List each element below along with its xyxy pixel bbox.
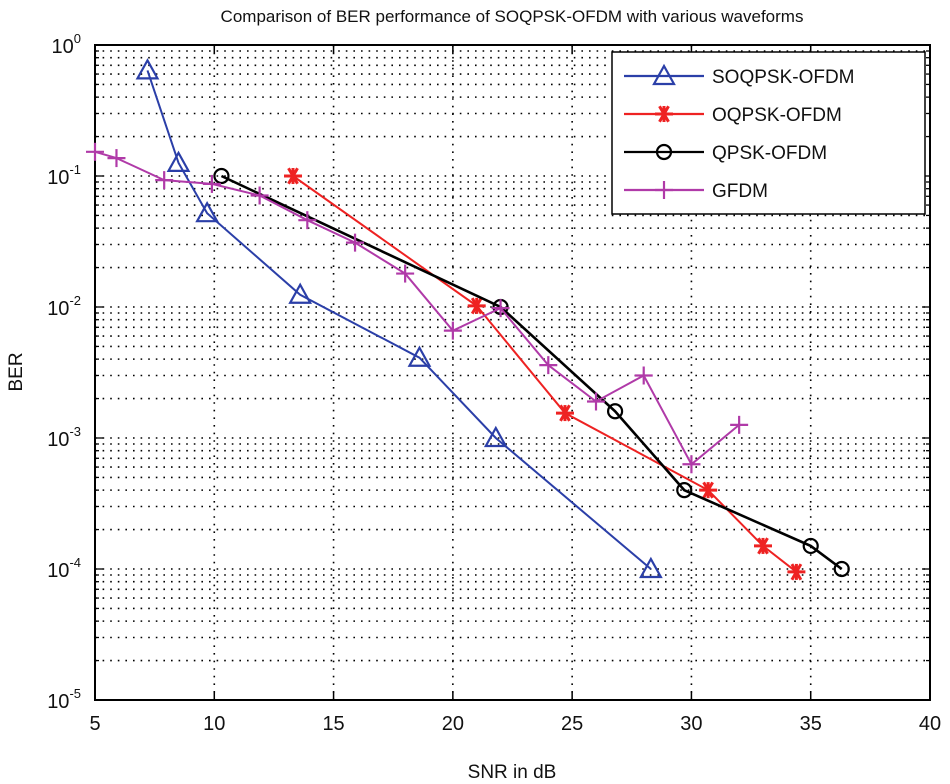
plus-marker	[202, 174, 221, 193]
x-tick-label: 30	[680, 713, 702, 735]
plus-marker	[298, 211, 317, 230]
triangle-marker-shape	[483, 425, 508, 448]
series-line	[146, 70, 652, 570]
x-tick-label: 35	[800, 713, 822, 735]
triangle-marker	[195, 200, 219, 223]
x-axis-label: SNR in dB	[468, 762, 557, 783]
asterisk-marker	[467, 297, 486, 315]
plus-marker	[86, 142, 104, 161]
plus-marker	[539, 356, 558, 375]
triangle-marker-shape	[652, 63, 676, 86]
asterisk-marker	[555, 404, 574, 422]
triangle-marker-shape	[166, 150, 191, 172]
series-gfdm	[86, 142, 749, 474]
y-tick-base: 10	[47, 691, 69, 713]
asterisk-marker	[754, 537, 772, 555]
triangle-marker-shape	[639, 556, 663, 579]
circle-marker-shape	[213, 167, 230, 185]
x-tick-label: 25	[561, 713, 583, 735]
plus-marker	[250, 186, 269, 205]
y-tick-label: 100	[52, 31, 81, 58]
y-tick-exponent: -3	[69, 424, 81, 439]
triangle-marker	[166, 150, 191, 172]
plus-marker	[107, 149, 126, 168]
plus-marker	[155, 171, 174, 190]
asterisk-marker	[284, 167, 303, 185]
plus-marker	[587, 392, 605, 411]
legend-entry: OQPSK-OFDM	[624, 105, 842, 126]
triangle-marker	[288, 282, 313, 304]
y-tick-label: 10-3	[47, 424, 81, 451]
y-tick-base: 10	[47, 560, 69, 582]
plus-marker	[346, 233, 365, 252]
circle-marker	[213, 167, 230, 185]
legend-label: GFDM	[712, 181, 768, 202]
asterisk-marker	[787, 563, 806, 581]
plus-marker	[655, 181, 673, 199]
plus-marker	[396, 264, 415, 283]
plot-area-frame	[94, 44, 931, 701]
y-tick-label: 10-2	[47, 293, 81, 320]
y-tick-base: 10	[47, 167, 69, 189]
y-tick-label: 10-5	[47, 686, 81, 713]
y-tick-label: 10-4	[47, 555, 81, 582]
triangle-marker-shape	[195, 200, 219, 223]
triangle-marker	[652, 63, 676, 86]
circle-marker-shape	[676, 482, 693, 499]
triangle-marker-shape	[407, 345, 432, 367]
series-qpsk-ofdm	[213, 167, 850, 578]
y-tick-label: 10-1	[47, 162, 81, 189]
y-tick-exponent: -2	[69, 293, 81, 308]
y-tick-base: 10	[47, 298, 69, 320]
triangle-marker-shape	[135, 58, 160, 80]
circle-marker	[833, 560, 850, 578]
circle-marker-shape	[802, 537, 819, 555]
legend-entry: QPSK-OFDM	[624, 143, 827, 164]
y-axis-label: BER	[6, 352, 27, 391]
asterisk-marker	[699, 481, 718, 499]
circle-marker-shape	[655, 143, 673, 161]
chart-title: Comparison of BER performance of SOQPSK-…	[221, 7, 804, 26]
legend-entry: GFDM	[624, 181, 768, 202]
plus-marker	[491, 299, 510, 318]
y-tick-base: 10	[47, 429, 69, 451]
circle-marker	[802, 537, 819, 555]
y-tick-exponent: 0	[74, 31, 81, 46]
series-line	[292, 175, 798, 573]
y-tick-exponent: -4	[69, 555, 81, 570]
triangle-marker	[407, 345, 432, 367]
circle-marker	[676, 482, 693, 499]
circle-marker-shape	[833, 560, 850, 578]
asterisk-marker	[655, 105, 673, 123]
legend-label: SOQPSK-OFDM	[712, 67, 855, 88]
plus-marker	[682, 455, 701, 474]
y-tick-exponent: -5	[69, 686, 81, 701]
triangle-marker	[639, 556, 663, 579]
series-group	[86, 58, 850, 581]
circle-marker-shape	[606, 403, 624, 420]
triangle-marker-shape	[288, 282, 313, 304]
triangle-marker	[135, 58, 160, 80]
legend-entry: SOQPSK-OFDM	[624, 63, 855, 88]
plus-marker	[730, 415, 749, 434]
legend-label: QPSK-OFDM	[712, 143, 827, 164]
y-tick-base: 10	[52, 36, 74, 58]
x-tick-label: 15	[322, 713, 344, 735]
circle-marker	[606, 403, 624, 420]
circle-marker	[655, 143, 673, 161]
x-tick-label: 10	[203, 713, 225, 735]
plus-marker	[443, 321, 462, 340]
x-tick-label: 40	[919, 713, 941, 735]
x-tick-label: 5	[89, 713, 100, 735]
x-tick-label: 20	[442, 713, 464, 735]
series-soqpsk-ofdm	[135, 58, 663, 579]
plus-marker	[634, 366, 653, 385]
legend: SOQPSK-OFDM OQPSK-OFDM QPSK-OFDM GFDM	[611, 51, 926, 215]
y-tick-exponent: -1	[69, 162, 81, 177]
triangle-marker	[483, 425, 508, 448]
series-oqpsk-ofdm	[284, 167, 806, 581]
legend-label: OQPSK-OFDM	[712, 105, 842, 126]
